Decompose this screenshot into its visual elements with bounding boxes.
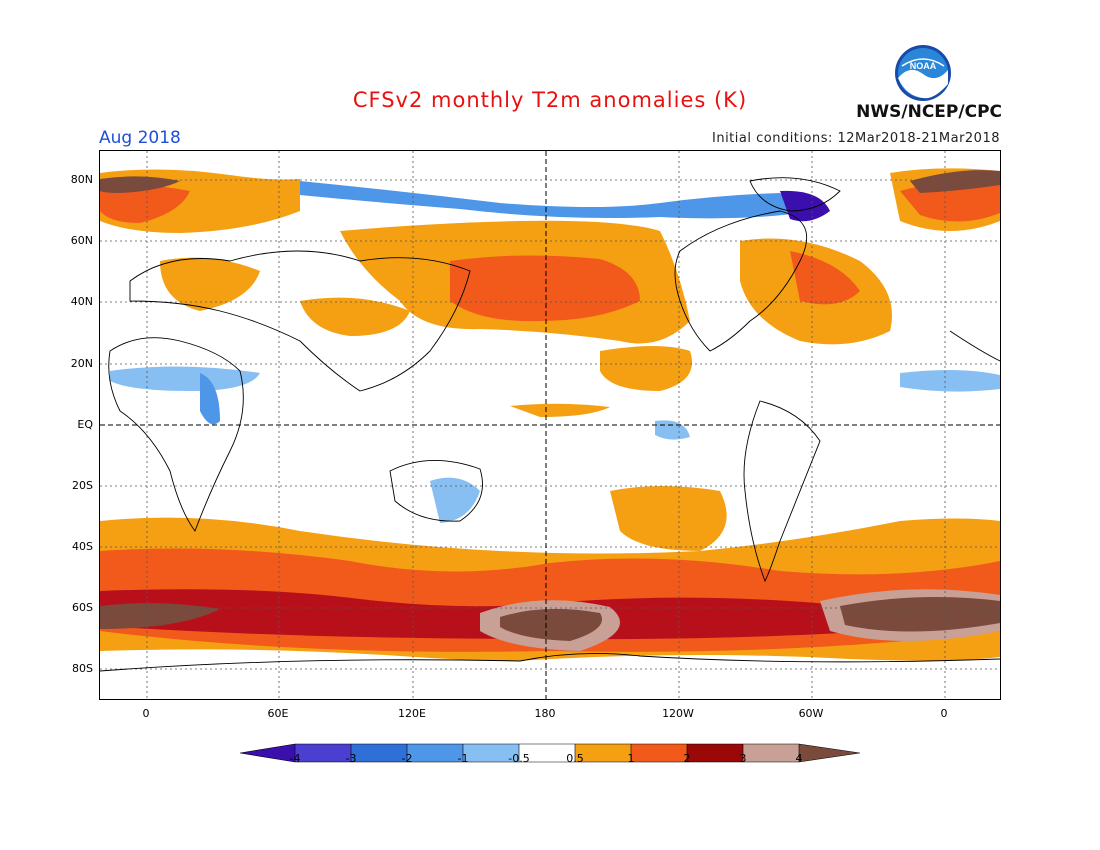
arctic-warm-core [100,185,190,223]
lat-label-60s: 60S [72,601,93,614]
canada-cold-core [780,190,830,222]
central-pacific-warm [600,346,692,391]
tropical-warm-strip [510,403,610,417]
asia-warm [300,297,410,336]
arctic-cold-band [300,181,800,219]
graticule [100,151,1000,699]
australia-cool [430,477,480,523]
anomaly-map [99,150,1001,700]
lon-label-120e: 120E [398,707,426,720]
colorbar-tick: -2 [401,752,413,765]
colorbar-tick: 4 [795,752,803,765]
lon-label-180: 180 [534,707,556,720]
pacific-cool [655,420,690,440]
lat-label-60n: 60N [70,234,93,247]
colorbar-tick: 2 [683,752,691,765]
lat-label-20s: 20S [72,479,93,492]
north-pacific-core [450,255,640,322]
antarctic-white-interior [100,649,1000,699]
colorbar [240,743,860,763]
lat-label-40s: 40S [72,540,93,553]
agency-label: NWS/NCEP/CPC [856,102,1002,122]
colorbar-tick: -0.5 [508,752,530,765]
antarctic-hot-west [100,603,220,629]
colorbar-tick: -3 [345,752,357,765]
target-month-label: Aug 2018 [99,128,181,148]
colorbar-tick: 1 [627,752,635,765]
lon-label-120w: 120W [662,707,694,720]
lat-label-20n: 20N [70,357,93,370]
lat-label-40n: 40N [70,295,93,308]
antarctic-hot-east-core [840,597,1000,632]
arctic-hot-core-east [910,170,1000,193]
colorbar-tick: -4 [289,752,301,765]
south-pacific-warm [610,486,727,551]
lon-label-60e: 60E [267,707,289,720]
svg-text:NOAA: NOAA [910,61,937,71]
arctic-hot-core [100,176,180,193]
map-title: CFSv2 monthly T2m anomalies (K) [352,88,748,112]
north-atlantic-core [790,251,860,305]
equator-dateline [100,151,1000,699]
initial-conditions-label: Initial conditions: 12Mar2018-21Mar2018 [712,131,1000,146]
lat-label-eq: EQ [77,418,93,431]
coastlines [100,177,1000,672]
africa-cool-core [200,373,220,425]
lon-label-60w: 60W [798,707,824,720]
europe-warm [160,257,260,311]
antarctic-hot-central-core [500,608,602,641]
colorbar-tick: -1 [457,752,469,765]
lon-label-0-right: 0 [940,707,948,720]
atlantic-cool [900,369,1000,392]
noaa-logo-icon: NOAA [895,45,951,101]
africa-cool [110,366,260,391]
lat-label-80n: 80N [70,173,93,186]
colorbar-tick: 3 [739,752,747,765]
colorbar-tick: 0.5 [566,752,584,765]
lat-label-80s: 80S [72,662,93,675]
lon-label-0-left: 0 [142,707,150,720]
